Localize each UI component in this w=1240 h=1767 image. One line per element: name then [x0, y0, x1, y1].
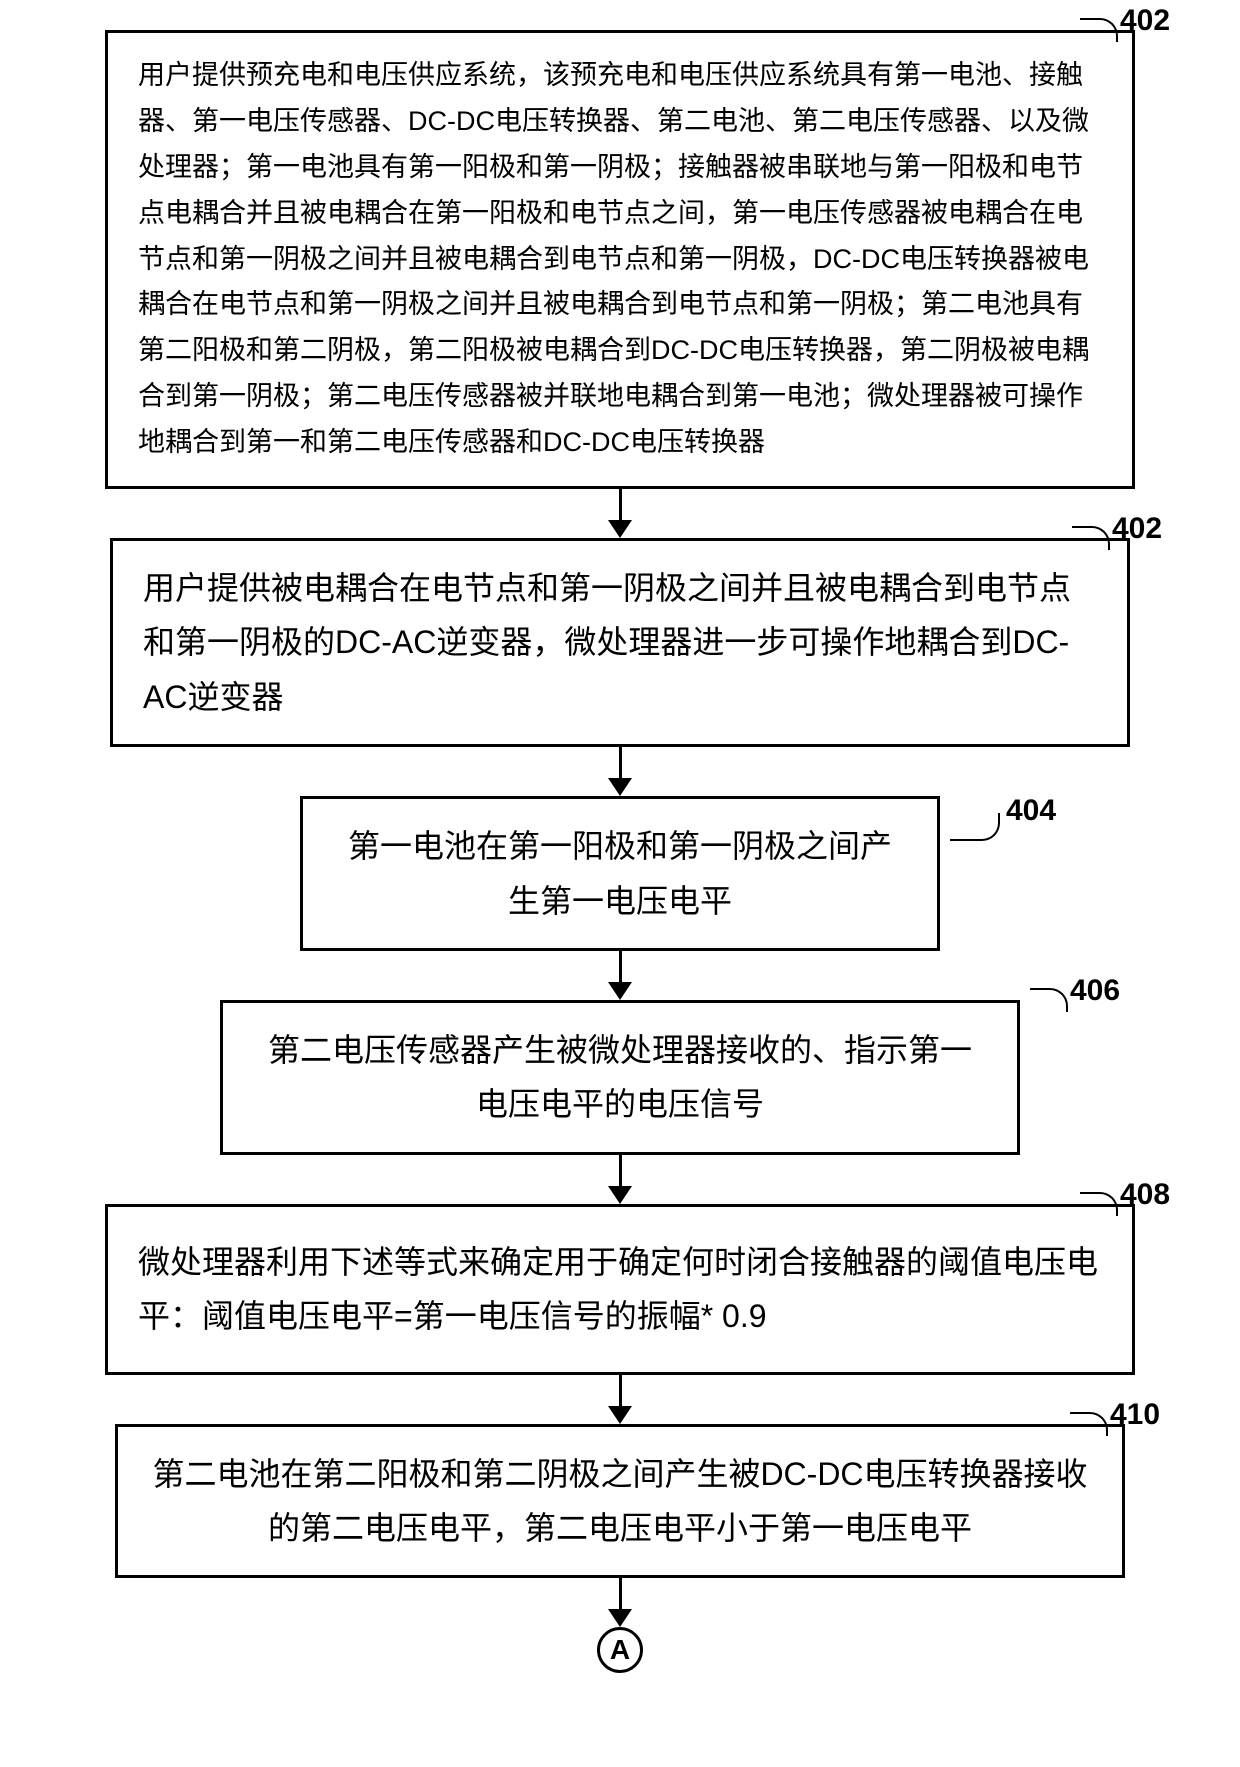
node-2-label: 402: [1112, 512, 1162, 546]
arrow-6-connector: [608, 1578, 632, 1627]
connector-text: A: [610, 1634, 630, 1666]
flow-node-3: 第一电池在第一阳极和第一阴极之间产生第一电压电平: [300, 796, 940, 951]
node-6-text: 第二电池在第二阳极和第二阴极之间产生被DC-DC电压转换器接收的第二电压电平，第…: [152, 1456, 1087, 1546]
arrow-5-6: [608, 1375, 632, 1424]
flow-node-4: 第二电压传感器产生被微处理器接收的、指示第一电压电平的电压信号: [220, 1000, 1020, 1155]
node-5-text: 微处理器利用下述等式来确定用于确定何时闭合接触器的阈值电压电平：阈值电压电平=第…: [138, 1244, 1098, 1334]
flow-node-4-wrapper: 406 第二电压传感器产生被微处理器接收的、指示第一电压电平的电压信号: [60, 1000, 1180, 1155]
arrow-4-5: [608, 1155, 632, 1204]
node-3-text: 第一电池在第一阳极和第一阴极之间产生第一电压电平: [348, 828, 892, 918]
flow-node-3-wrapper: 第一电池在第一阳极和第一阴极之间产生第一电压电平 404: [60, 796, 1180, 951]
node-4-label: 406: [1070, 974, 1120, 1008]
node-3-label: 404: [1006, 794, 1056, 828]
node-1-text: 用户提供预充电和电压供应系统，该预充电和电压供应系统具有第一电池、接触器、第一电…: [138, 60, 1089, 457]
flow-node-6: 第二电池在第二阳极和第二阴极之间产生被DC-DC电压转换器接收的第二电压电平，第…: [115, 1424, 1125, 1579]
flow-node-1-wrapper: 402 用户提供预充电和电压供应系统，该预充电和电压供应系统具有第一电池、接触器…: [60, 30, 1180, 489]
flow-node-2-wrapper: 402 用户提供被电耦合在电节点和第一阴极之间并且被电耦合到电节点和第一阴极的D…: [60, 538, 1180, 747]
flowchart-container: 402 用户提供预充电和电压供应系统，该预充电和电压供应系统具有第一电池、接触器…: [60, 30, 1180, 1673]
flow-node-5-wrapper: 408 微处理器利用下述等式来确定用于确定何时闭合接触器的阈值电压电平：阈值电压…: [60, 1204, 1180, 1375]
off-page-connector: A: [597, 1627, 643, 1673]
arrow-1-2: [608, 489, 632, 538]
node-5-label: 408: [1120, 1178, 1170, 1212]
arrow-3-4: [608, 951, 632, 1000]
arrow-2-3: [608, 747, 632, 796]
flow-node-6-wrapper: 410 第二电池在第二阳极和第二阴极之间产生被DC-DC电压转换器接收的第二电压…: [60, 1424, 1180, 1579]
flow-node-2: 用户提供被电耦合在电节点和第一阴极之间并且被电耦合到电节点和第一阴极的DC-AC…: [110, 538, 1130, 747]
flow-node-5: 微处理器利用下述等式来确定用于确定何时闭合接触器的阈值电压电平：阈值电压电平=第…: [105, 1204, 1135, 1375]
node-4-text: 第二电压传感器产生被微处理器接收的、指示第一电压电平的电压信号: [268, 1032, 972, 1122]
node-1-label: 402: [1120, 4, 1170, 38]
node-6-label: 410: [1110, 1398, 1160, 1432]
node-2-text: 用户提供被电耦合在电节点和第一阴极之间并且被电耦合到电节点和第一阴极的DC-AC…: [143, 570, 1071, 715]
flow-node-1: 用户提供预充电和电压供应系统，该预充电和电压供应系统具有第一电池、接触器、第一电…: [105, 30, 1135, 489]
